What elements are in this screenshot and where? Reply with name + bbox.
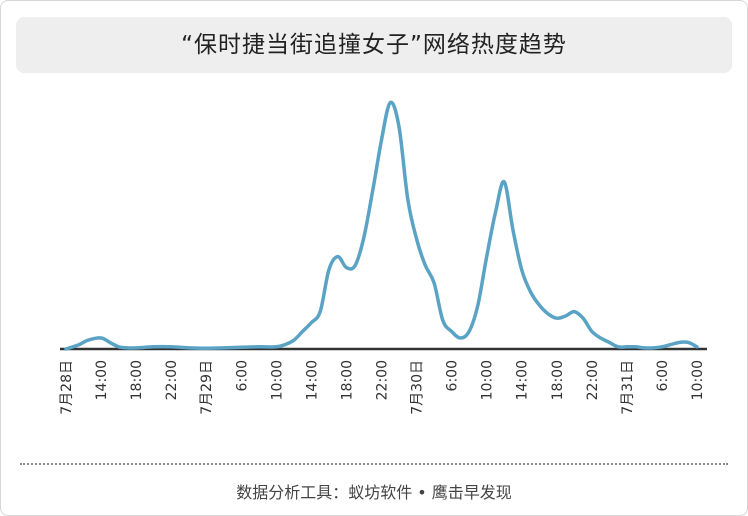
x-tick-label: 10:00 <box>480 360 496 400</box>
x-tick-label: 18:00 <box>339 360 355 400</box>
footer-divider <box>20 463 728 465</box>
x-tick-label: 6:00 <box>234 360 250 391</box>
x-tick-label: 6:00 <box>655 360 671 391</box>
x-tick-label: 10:00 <box>269 360 285 400</box>
series-line-heat <box>64 100 699 351</box>
x-tick-label: 10:00 <box>690 360 706 400</box>
source-note: 数据分析工具：蚁坊软件 • 鹰击早发现 <box>236 483 512 502</box>
x-tick-label: 14:00 <box>515 360 531 400</box>
x-tick-label: 22:00 <box>164 360 180 400</box>
x-tick-label: 7月31日 <box>620 360 636 415</box>
x-tick-label: 14:00 <box>304 360 320 400</box>
x-tick-label: 14:00 <box>94 360 110 400</box>
x-tick-label: 18:00 <box>129 360 145 400</box>
x-tick-label: 7月28日 <box>59 360 75 415</box>
x-tick-label: 7月30日 <box>410 360 426 415</box>
x-tick-label: 6:00 <box>445 360 461 391</box>
x-tick-label: 22:00 <box>375 360 391 400</box>
x-tick-label: 22:00 <box>585 360 601 400</box>
title-banner: “保时捷当街追撞女子”网络热度趋势 <box>16 17 732 73</box>
x-tick-label: 18:00 <box>550 360 566 400</box>
chart-title: “保时捷当街追撞女子”网络热度趋势 <box>181 32 567 58</box>
x-tick-label: 7月29日 <box>199 360 215 415</box>
